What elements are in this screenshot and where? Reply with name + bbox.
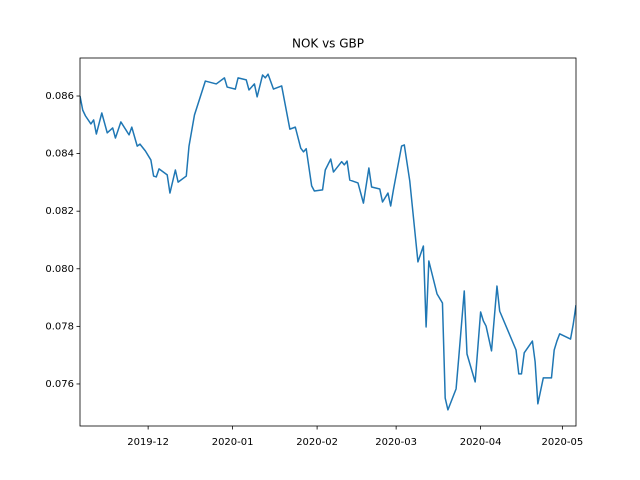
y-tick-label: 0.080 — [45, 264, 74, 275]
y-tick-label: 0.078 — [45, 321, 74, 332]
y-tick-label: 0.086 — [45, 91, 74, 102]
y-tick-label: 0.084 — [45, 149, 74, 160]
y-tick-label: 0.082 — [45, 206, 74, 217]
y-tick-label: 0.076 — [45, 379, 74, 390]
x-tick-label: 2020-03 — [375, 437, 417, 448]
plot-frame — [79, 57, 577, 427]
x-tick-label: 2020-01 — [212, 437, 254, 448]
x-tick-label: 2020-05 — [541, 437, 583, 448]
chart-title: NOK vs GBP — [292, 37, 364, 51]
x-tick-label: 2019-12 — [127, 437, 169, 448]
x-tick-label: 2020-04 — [460, 437, 502, 448]
data-line — [80, 73, 576, 411]
x-tick-label: 2020-02 — [296, 437, 338, 448]
